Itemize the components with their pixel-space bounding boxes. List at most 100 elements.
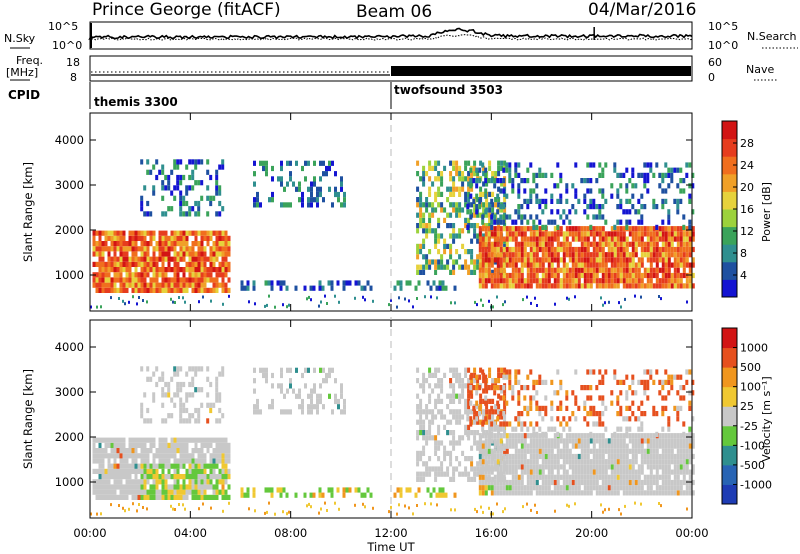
power-cell bbox=[544, 172, 548, 178]
power-cell bbox=[631, 172, 635, 178]
power-cell bbox=[206, 267, 210, 273]
power-cell bbox=[526, 198, 530, 204]
power-cell bbox=[319, 176, 322, 182]
power-cell bbox=[688, 198, 692, 204]
velocity-cell bbox=[345, 487, 349, 493]
velocity-cell bbox=[478, 453, 482, 460]
velocity-cell bbox=[364, 505, 366, 509]
power-cell bbox=[95, 287, 99, 293]
velocity-cell bbox=[107, 442, 111, 448]
velocity-cell bbox=[185, 418, 189, 424]
velocity-cell bbox=[185, 437, 189, 443]
power-cell bbox=[188, 246, 192, 252]
power-cell bbox=[152, 282, 156, 288]
velocity-cell bbox=[553, 438, 557, 444]
velocity-cell bbox=[194, 458, 198, 464]
velocity-cell bbox=[565, 390, 569, 396]
velocity-cell bbox=[304, 383, 307, 389]
velocity-cell bbox=[514, 374, 518, 380]
velocity-cell bbox=[691, 464, 695, 470]
power-cell bbox=[437, 233, 441, 239]
power-cell bbox=[508, 246, 512, 253]
velocity-cell bbox=[310, 409, 313, 415]
power-cell bbox=[414, 285, 418, 291]
velocity-cell bbox=[218, 371, 222, 377]
power-cell bbox=[224, 235, 228, 241]
velocity-cell bbox=[179, 453, 183, 459]
velocity-cell bbox=[437, 456, 441, 462]
power-cell bbox=[98, 241, 102, 247]
power-cell bbox=[280, 181, 283, 187]
power-colorbar-swatch bbox=[722, 209, 737, 228]
power-cell bbox=[586, 162, 590, 168]
power-cell bbox=[221, 282, 225, 288]
velocity-cell bbox=[631, 433, 635, 439]
power-cell bbox=[492, 305, 494, 309]
power-cell bbox=[649, 231, 653, 237]
velocity-cell bbox=[682, 438, 686, 444]
velocity-colorbar-swatch bbox=[722, 425, 737, 446]
power-cell bbox=[428, 160, 432, 166]
velocity-cell bbox=[428, 398, 432, 404]
power-cell bbox=[535, 198, 539, 204]
power-cell bbox=[434, 269, 438, 275]
velocity-cell bbox=[224, 494, 228, 500]
velocity-cell bbox=[286, 388, 289, 394]
velocity-cell bbox=[104, 474, 108, 480]
velocity-cell bbox=[191, 448, 195, 454]
power-cell bbox=[673, 283, 677, 289]
power-cell bbox=[210, 299, 212, 303]
velocity-cell bbox=[577, 453, 581, 460]
power-cell bbox=[550, 198, 554, 204]
velocity-cell bbox=[422, 450, 426, 456]
velocity-cell bbox=[425, 414, 429, 420]
velocity-cell bbox=[243, 492, 247, 498]
power-cell bbox=[601, 226, 605, 232]
velocity-ytick-label: 3000 bbox=[55, 385, 84, 399]
power-cell bbox=[505, 231, 509, 237]
velocity-cell bbox=[643, 411, 647, 417]
velocity-cell bbox=[619, 426, 623, 432]
velocity-cell bbox=[152, 392, 156, 398]
power-cell bbox=[446, 264, 450, 270]
velocity-cell bbox=[428, 456, 432, 462]
velocity-cell bbox=[580, 443, 584, 449]
velocity-cell bbox=[625, 443, 629, 449]
power-cell bbox=[146, 159, 150, 165]
power-cell bbox=[206, 241, 210, 247]
power-cell bbox=[679, 231, 683, 237]
power-cell bbox=[182, 256, 186, 262]
power-cell bbox=[176, 180, 180, 186]
velocity-cell bbox=[580, 433, 584, 439]
power-cell bbox=[185, 211, 189, 217]
power-cell bbox=[664, 262, 668, 268]
power-cell bbox=[170, 246, 174, 252]
power-cell bbox=[673, 236, 677, 242]
power-cell bbox=[221, 267, 225, 273]
velocity-cell bbox=[194, 484, 198, 490]
power-cell bbox=[616, 246, 620, 253]
velocity-cell bbox=[173, 479, 177, 485]
power-cell bbox=[613, 231, 617, 237]
velocity-cell bbox=[649, 469, 653, 475]
power-cell bbox=[253, 160, 256, 166]
power-cell bbox=[631, 167, 635, 173]
velocity-cell bbox=[589, 385, 593, 391]
power-cell bbox=[607, 236, 611, 242]
power-cell bbox=[328, 165, 331, 172]
power-cell bbox=[676, 231, 680, 237]
power-cell bbox=[134, 246, 138, 252]
velocity-cell bbox=[396, 512, 398, 516]
velocity-cell bbox=[571, 390, 575, 396]
velocity-cell bbox=[322, 404, 325, 410]
power-cell bbox=[649, 278, 653, 284]
power-cell bbox=[490, 246, 494, 253]
velocity-cell bbox=[505, 369, 509, 375]
power-cell bbox=[493, 236, 497, 242]
velocity-cell bbox=[488, 506, 490, 510]
power-cell bbox=[652, 257, 656, 263]
power-cell bbox=[173, 282, 177, 288]
velocity-cell bbox=[149, 437, 153, 443]
power-cell bbox=[122, 230, 126, 236]
